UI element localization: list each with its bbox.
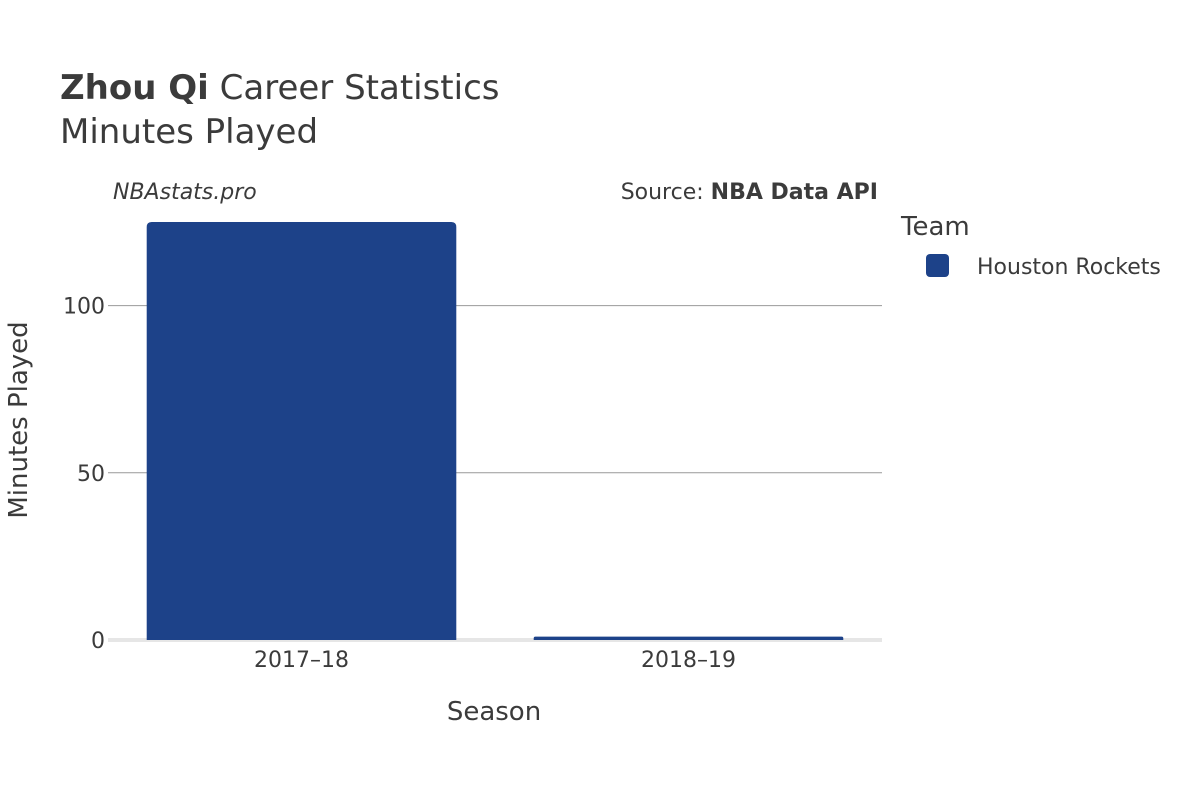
legend-item-houston-rockets[interactable]: Houston Rockets	[926, 254, 1161, 280]
y-tick-label: 100	[63, 295, 105, 320]
title-line: Zhou Qi Career Statistics	[60, 66, 500, 110]
source-name: NBA Data API	[711, 180, 878, 205]
chart-title: Zhou Qi Career Statistics Minutes Played	[60, 66, 500, 154]
y-axis-ticks: 0 50 100	[63, 295, 105, 654]
x-axis-ticks: 2017–18 2018–19	[254, 648, 736, 673]
player-name: Zhou Qi	[60, 68, 209, 108]
y-tick-label: 50	[77, 462, 105, 487]
x-tick-label: 2017–18	[254, 648, 349, 673]
x-axis-label: Season	[447, 697, 541, 727]
bar-2017-18[interactable]	[146, 222, 457, 640]
source-credit: Source: NBA Data API	[621, 180, 878, 205]
bars	[146, 222, 844, 640]
legend-label: Houston Rockets	[977, 255, 1161, 280]
legend-title: Team	[900, 212, 970, 242]
chart-subtitle: Minutes Played	[60, 112, 319, 152]
bar-2018-19[interactable]	[533, 636, 844, 640]
source-prefix: Source:	[621, 180, 711, 205]
y-tick-label: 0	[91, 629, 105, 654]
x-tick-label: 2018–19	[641, 648, 736, 673]
legend-swatch	[926, 254, 949, 277]
watermark: NBAstats.pro	[113, 180, 257, 205]
y-axis-label: Minutes Played	[4, 321, 34, 518]
title-suffix: Career Statistics	[219, 68, 500, 108]
